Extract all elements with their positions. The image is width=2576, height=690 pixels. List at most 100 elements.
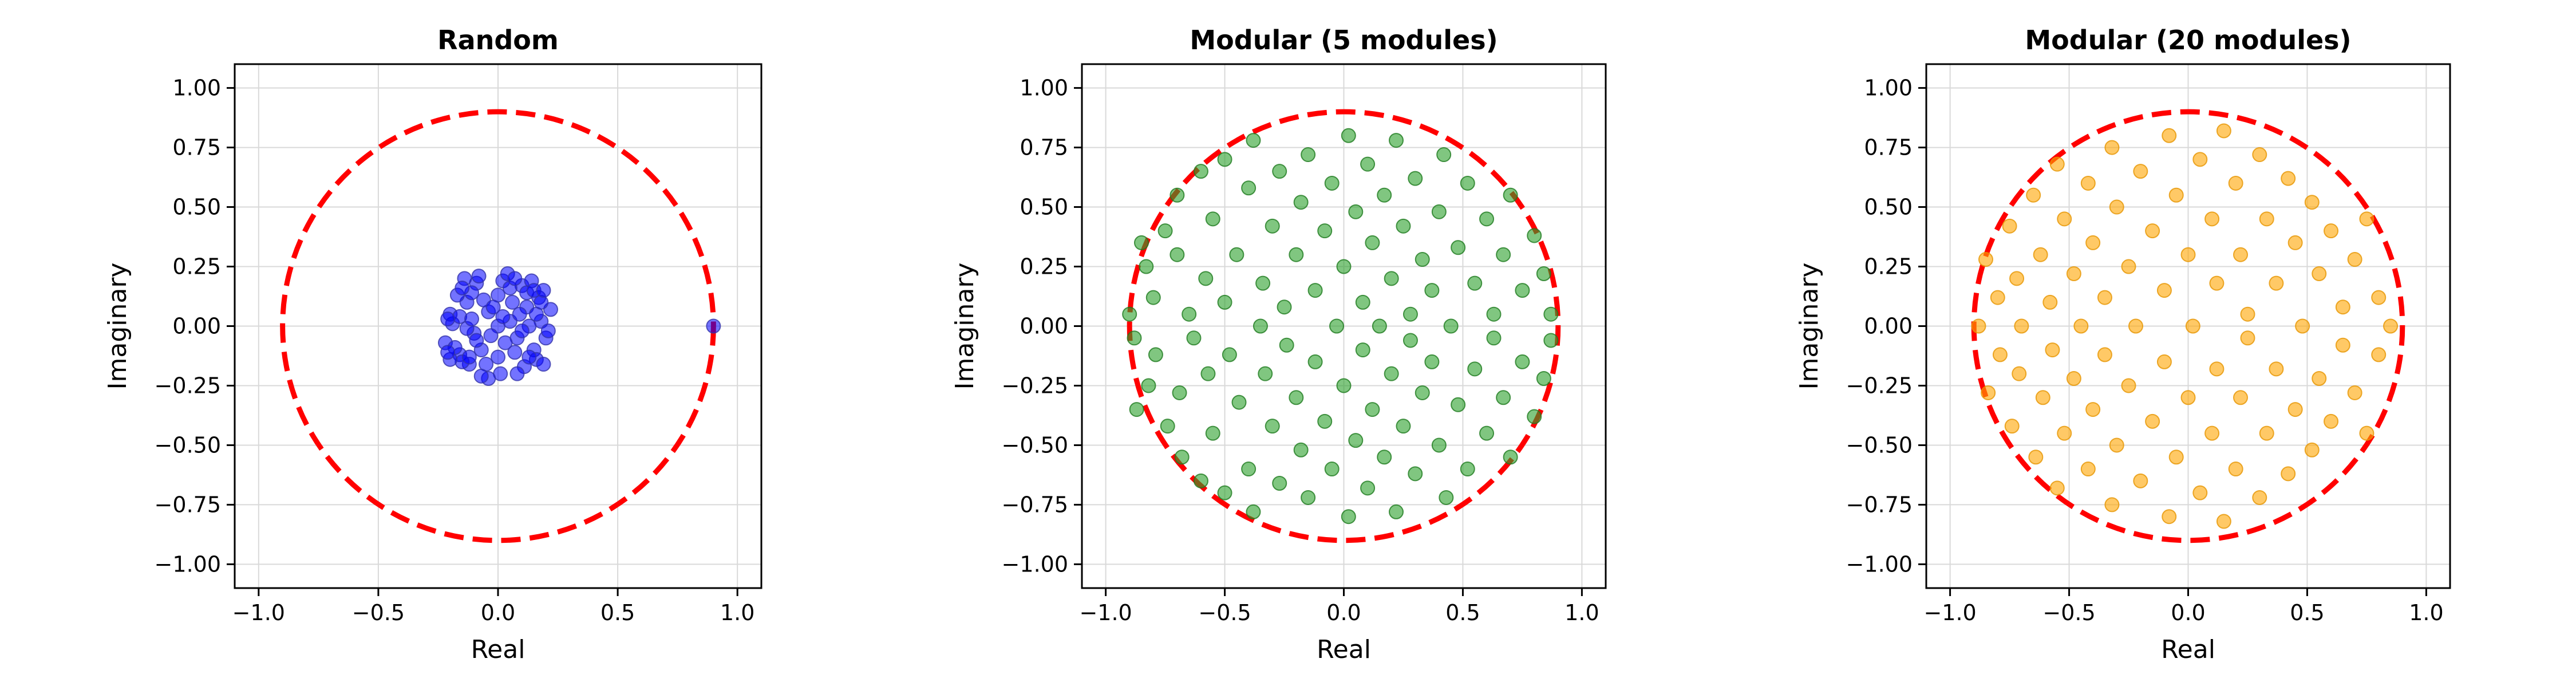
- data-point: [1377, 450, 1392, 465]
- data-point: [461, 349, 477, 365]
- data-point: [1258, 366, 1273, 381]
- data-point: [1186, 330, 1202, 346]
- data-point: [2109, 437, 2124, 453]
- data-point: [455, 280, 470, 295]
- x-axis-label: Real: [1317, 635, 1371, 664]
- chart-panel-1: −1.0 −0.5 0.0 0.5 1.0 −1.00 −0.75 −0.50 −0.25 0.0…: [103, 25, 762, 664]
- y-tick-label: 0.75: [1864, 135, 1913, 160]
- data-point: [2209, 361, 2225, 377]
- data-point: [1479, 211, 1495, 227]
- data-point: [2180, 390, 2196, 405]
- data-point: [1129, 402, 1144, 417]
- data-point: [1253, 318, 1268, 334]
- data-point: [1217, 152, 1232, 167]
- data-point: [1503, 450, 1518, 465]
- x-tick-label: −1.0: [1079, 600, 1132, 625]
- data-point: [2209, 275, 2225, 291]
- data-point: [2009, 271, 2025, 286]
- y-tick-label: −0.50: [155, 432, 221, 458]
- chart-panel-2: −1.0 −0.5 0.0 0.5 1.0 −1.00 −0.75 −0.50 −0.25 0.0…: [950, 25, 1607, 664]
- data-point: [2287, 402, 2303, 417]
- data-point: [1160, 419, 1175, 434]
- data-point: [1536, 371, 1551, 386]
- x-tick-label: −1.0: [232, 600, 285, 625]
- data-point: [1145, 290, 1161, 305]
- data-point: [2145, 223, 2160, 239]
- data-point: [2233, 390, 2248, 405]
- data-point: [1377, 187, 1392, 203]
- data-point: [1365, 235, 1380, 250]
- data-point: [483, 328, 499, 344]
- data-point: [2145, 413, 2160, 429]
- data-point: [1272, 476, 1287, 491]
- data-point: [2383, 318, 2399, 334]
- data-point: [1971, 318, 1986, 334]
- x-tick-label: 0.5: [600, 600, 635, 625]
- data-point: [1543, 306, 1559, 322]
- data-point: [1198, 271, 1214, 286]
- data-point: [1384, 271, 1399, 286]
- data-point: [1133, 235, 1149, 250]
- data-point: [2252, 490, 2267, 505]
- data-point: [2097, 347, 2112, 362]
- data-point: [2304, 195, 2320, 210]
- data-point: [1431, 437, 1447, 453]
- data-point: [2162, 128, 2177, 143]
- y-tick-label: 0.25: [1020, 254, 1068, 279]
- data-point: [1443, 318, 1459, 334]
- y-axis-label: Imaginary: [1795, 263, 1824, 390]
- x-tick-label: 0.5: [1445, 600, 1480, 625]
- data-point: [2156, 283, 2172, 298]
- data-point: [706, 318, 721, 334]
- data-point: [1301, 147, 1316, 163]
- data-point: [1990, 290, 2005, 305]
- data-point: [1389, 504, 1404, 519]
- data-point: [2014, 318, 2029, 334]
- data-point: [2304, 442, 2320, 458]
- data-point: [1402, 306, 1418, 322]
- data-point: [2066, 266, 2081, 281]
- scatter-points: [1122, 128, 1559, 525]
- data-point: [1486, 330, 1502, 346]
- x-tick-label: 1.0: [2409, 600, 2443, 625]
- data-point: [2347, 252, 2362, 267]
- data-point: [2080, 175, 2096, 191]
- data-point: [2240, 306, 2255, 322]
- data-point: [469, 333, 484, 348]
- data-point: [1451, 240, 1466, 255]
- y-tick-label: −1.00: [1002, 551, 1068, 577]
- x-tick-label: −0.5: [352, 600, 405, 625]
- data-point: [2324, 413, 2339, 429]
- data-point: [2042, 294, 2058, 310]
- y-tick-label: −0.50: [1002, 432, 1068, 458]
- data-point: [540, 323, 556, 338]
- data-point: [2347, 385, 2362, 400]
- data-point: [1336, 259, 1352, 274]
- data-point: [440, 312, 456, 327]
- data-point: [1402, 333, 1418, 348]
- data-point: [1122, 306, 1137, 322]
- data-point: [2085, 235, 2101, 250]
- data-point: [507, 271, 523, 286]
- x-tick-label: −0.5: [2042, 600, 2095, 625]
- y-tick-label: 0.50: [172, 195, 221, 220]
- data-point: [1467, 275, 1483, 291]
- x-axis-label: Real: [471, 635, 526, 664]
- y-tick-label: 0.50: [1864, 195, 1913, 220]
- data-point: [1293, 195, 1309, 210]
- data-point: [1384, 366, 1399, 381]
- data-point: [1217, 485, 1232, 500]
- data-point: [1431, 204, 1447, 219]
- data-point: [1415, 252, 1430, 267]
- data-point: [2109, 199, 2124, 215]
- data-point: [2121, 259, 2136, 274]
- chart-panel-3: −1.0 −0.5 0.0 0.5 1.0 −1.00 −0.75 −0.50 −0.25 0.0…: [1795, 25, 2451, 664]
- data-point: [1536, 266, 1551, 281]
- data-point: [1301, 490, 1316, 505]
- data-point: [1324, 462, 1340, 477]
- y-tick-label: −1.00: [1846, 551, 1913, 577]
- data-point: [1265, 419, 1280, 434]
- data-point: [1360, 480, 1376, 496]
- data-point: [2073, 318, 2089, 334]
